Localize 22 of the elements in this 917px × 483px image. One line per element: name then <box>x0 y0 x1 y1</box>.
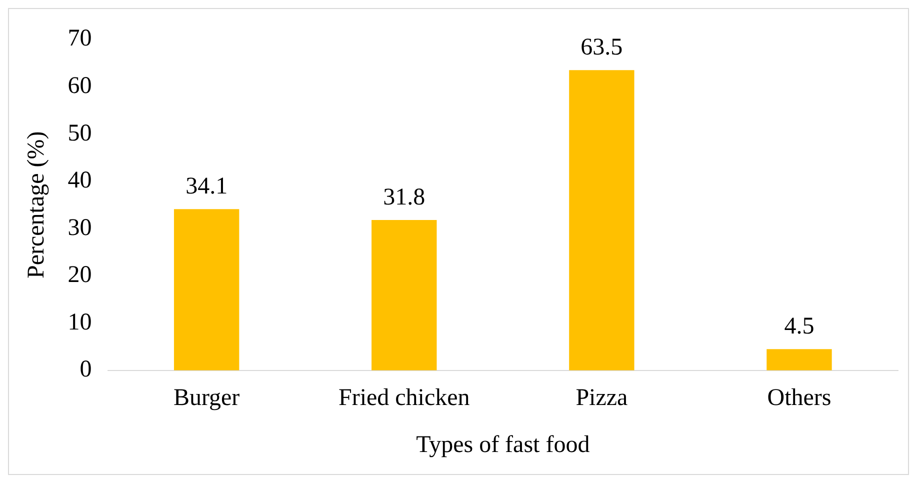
data-label: 4.5 <box>784 313 814 340</box>
x-tick-label: Burger <box>173 385 240 412</box>
y-tick-label: 30 <box>68 214 92 241</box>
y-tick-label: 0 <box>80 356 92 383</box>
y-tick-label: 10 <box>68 309 92 336</box>
y-tick-label: 70 <box>68 26 92 52</box>
bar <box>766 349 832 370</box>
x-axis-title: Types of fast food <box>416 432 590 458</box>
data-label: 63.5 <box>580 34 623 60</box>
x-tick-label: Pizza <box>576 385 628 412</box>
y-axis-title: Percentage (%) <box>24 131 50 279</box>
data-label: 31.8 <box>383 184 426 210</box>
bar <box>372 220 437 370</box>
y-tick-label: 60 <box>68 72 92 99</box>
y-tick-label: 50 <box>68 120 92 146</box>
x-tick-label: Fried chicken <box>338 385 470 412</box>
data-label: 34.1 <box>186 173 228 200</box>
y-tick-label: 40 <box>68 168 92 194</box>
bar <box>174 209 240 370</box>
y-tick-label: 20 <box>68 262 92 288</box>
x-tick-label: Others <box>767 385 832 412</box>
bar <box>569 70 634 370</box>
